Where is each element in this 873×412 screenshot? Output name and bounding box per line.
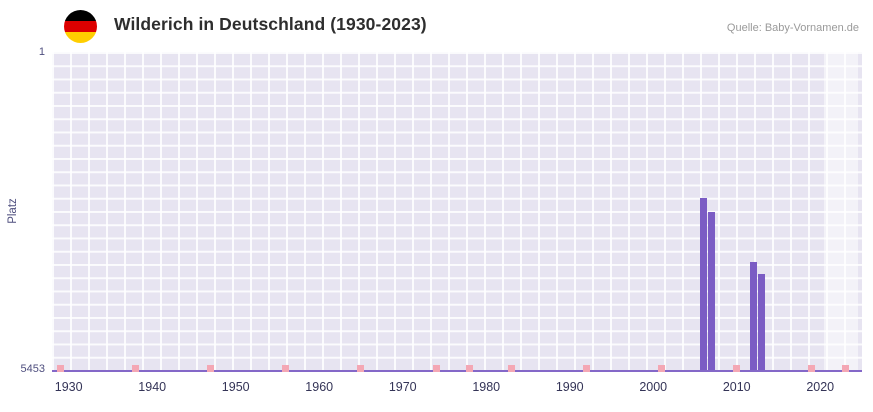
baseline-marker-1983	[507, 365, 515, 372]
x-tick-1960: 1960	[305, 380, 334, 394]
baseline-marker-1956	[282, 365, 290, 372]
y-tick-top: 1	[38, 46, 45, 58]
y-tick-bottom: 5453	[20, 363, 45, 375]
bar-2013[interactable]	[758, 273, 766, 370]
recent-years-band	[824, 52, 858, 370]
baseline-marker-1978	[466, 365, 474, 372]
germany-flag-icon	[64, 10, 97, 43]
x-tick-1940: 1940	[138, 380, 167, 394]
baseline-marker-1929	[56, 365, 64, 372]
x-tick-1950: 1950	[221, 380, 250, 394]
baseline-marker-2010	[733, 365, 741, 372]
baseline-marker-2019	[808, 365, 816, 372]
x-axis-labels: 1930 1940 1950 1960 1970 1980 1990 2000 2010 2020	[52, 380, 862, 400]
x-tick-2010: 2010	[722, 380, 751, 394]
baseline-marker-2023	[841, 365, 849, 372]
baseline-marker-1947	[207, 365, 215, 372]
baseline-marker-1965	[357, 365, 365, 372]
x-tick-2020: 2020	[806, 380, 835, 394]
plot-area	[52, 52, 862, 372]
x-axis-line	[52, 369, 862, 372]
baseline-marker-1992	[582, 365, 590, 372]
x-tick-2000: 2000	[639, 380, 668, 394]
baseline-marker-2001	[658, 365, 666, 372]
bar-2006[interactable]	[699, 197, 707, 370]
x-tick-1980: 1980	[472, 380, 501, 394]
chart-title: Wilderich in Deutschland (1930-2023)	[114, 14, 427, 34]
baseline-marker-1974	[432, 365, 440, 372]
bar-2012[interactable]	[749, 261, 757, 370]
y-axis-title: Platz	[7, 198, 19, 224]
bar-2007[interactable]	[708, 212, 716, 370]
source-credit: Quelle: Baby-Vornamen.de	[726, 22, 859, 34]
baseline-marker-1938	[132, 365, 139, 372]
x-tick-1990: 1990	[555, 380, 584, 394]
x-tick-1930: 1930	[54, 380, 83, 394]
x-tick-1970: 1970	[388, 380, 417, 394]
